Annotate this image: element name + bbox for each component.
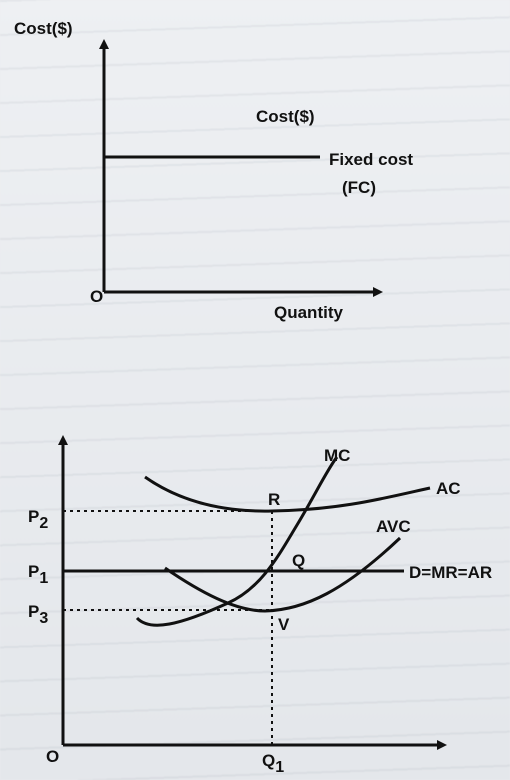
point-q-label: Q — [292, 551, 305, 570]
top-origin-label: O — [90, 287, 103, 306]
q1-label: Q1 — [262, 751, 284, 776]
fixed-cost-label: Fixed cost — [329, 150, 413, 169]
ac-curve — [144, 475, 431, 513]
mc-curve — [135, 456, 339, 627]
demand-label: D=MR=AR — [409, 563, 492, 582]
mc-label: MC — [324, 446, 350, 465]
p3-label: P3 — [28, 602, 48, 627]
p1-label: P1 — [28, 562, 48, 587]
equilibrium-diagram: MC AC AVC D=MR=AR R Q V P2 P1 P3 O Q1 — [28, 435, 492, 776]
ac-label: AC — [436, 479, 461, 498]
avc-curve — [164, 536, 402, 613]
p2-label: P2 — [28, 507, 48, 532]
fixed-cost-diagram: Cost($) Cost($) Fixed cost (FC) O Quanti… — [14, 19, 413, 322]
top-y-axis-label: Cost($) — [14, 19, 73, 38]
point-v-label: V — [278, 615, 290, 634]
top-x-axis-label: Quantity — [274, 303, 343, 322]
avc-label: AVC — [376, 517, 411, 536]
bottom-origin-label: O — [46, 747, 59, 766]
point-r-label: R — [268, 490, 280, 509]
fixed-cost-abbrev-label: (FC) — [342, 178, 376, 197]
top-inner-cost-label: Cost($) — [256, 107, 315, 126]
